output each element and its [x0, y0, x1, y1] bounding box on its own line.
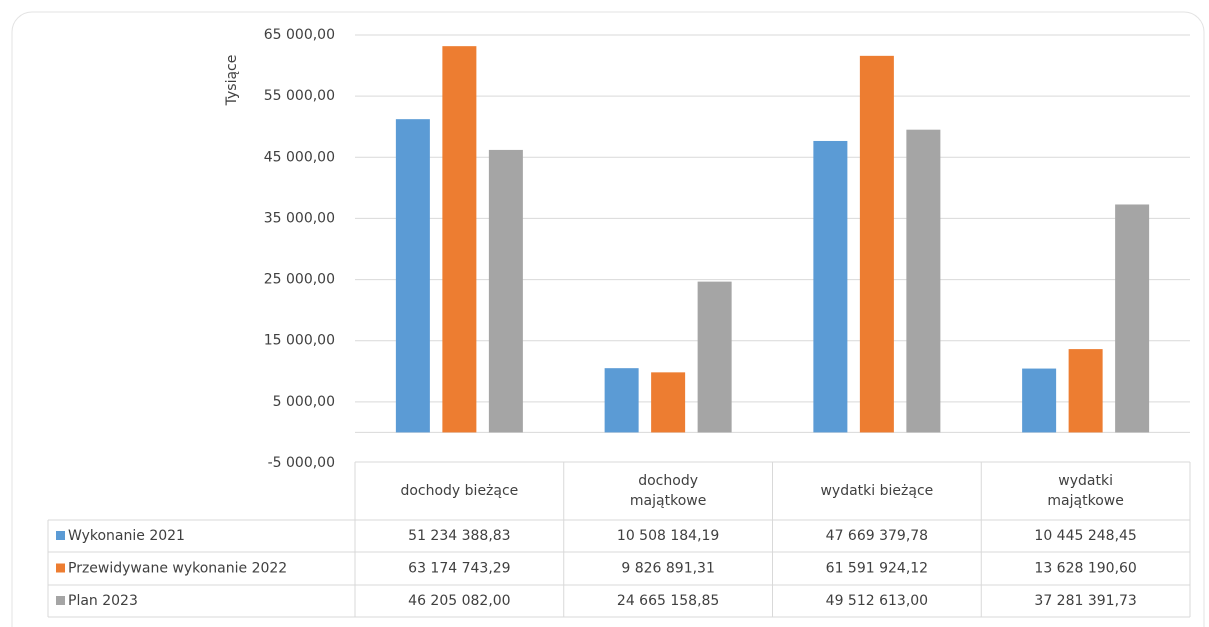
bar — [813, 140, 848, 433]
y-tick-label: 25 000,00 — [264, 272, 335, 288]
bar — [488, 149, 523, 433]
bar — [442, 46, 477, 433]
bar — [1115, 204, 1150, 433]
category-text: dochody majątkowe — [629, 473, 707, 509]
table-value: 10 445 248,45 — [1034, 528, 1136, 544]
legend-key — [56, 531, 65, 540]
category-text: dochody bieżące — [400, 483, 519, 499]
bar — [859, 55, 894, 433]
table-value: 13 628 190,60 — [1034, 561, 1136, 577]
table-value: 61 591 924,12 — [826, 561, 928, 577]
legend-label: Przewidywane wykonanie 2022 — [68, 561, 287, 577]
table-value: 24 665 158,85 — [617, 593, 719, 609]
y-tick-label: 55 000,00 — [264, 88, 335, 104]
bar — [395, 119, 430, 433]
bar — [651, 372, 686, 433]
legend-key — [56, 563, 65, 573]
table-value: 51 234 388,83 — [408, 528, 510, 544]
bar — [604, 368, 639, 433]
table-value: 49 512 613,00 — [826, 593, 928, 609]
table-value: 9 826 891,31 — [621, 561, 715, 577]
legend-label: Wykonanie 2021 — [68, 528, 185, 544]
y-tick-label: 15 000,00 — [264, 333, 335, 349]
table-value: 63 174 743,29 — [408, 561, 510, 577]
category-label: dochody bieżące — [355, 462, 564, 520]
y-tick-label: -5 000,00 — [268, 455, 335, 471]
bar — [906, 129, 941, 433]
table-value: 47 669 379,78 — [826, 528, 928, 544]
category-label: dochody majątkowe — [564, 462, 773, 520]
legend-label: Plan 2023 — [68, 593, 138, 609]
legend-key — [56, 596, 65, 605]
table-value: 10 508 184,19 — [617, 528, 719, 544]
y-tick-label: 65 000,00 — [264, 27, 335, 43]
bar — [1022, 368, 1057, 433]
card — [11, 11, 1205, 627]
y-tick-label: 5 000,00 — [273, 394, 335, 410]
y-tick-label: 45 000,00 — [264, 149, 335, 165]
y-tick-label: 35 000,00 — [264, 210, 335, 226]
y-axis-title: Tysiące — [224, 55, 240, 107]
category-label: wydatki bieżące — [773, 462, 982, 520]
bar — [1068, 349, 1103, 433]
table-value: 46 205 082,00 — [408, 593, 510, 609]
category-text: wydatki majątkowe — [1047, 473, 1124, 509]
bar — [697, 281, 732, 433]
table-value: 37 281 391,73 — [1034, 593, 1136, 609]
category-label: wydatki majątkowe — [981, 462, 1190, 520]
category-text: wydatki bieżące — [820, 483, 934, 499]
